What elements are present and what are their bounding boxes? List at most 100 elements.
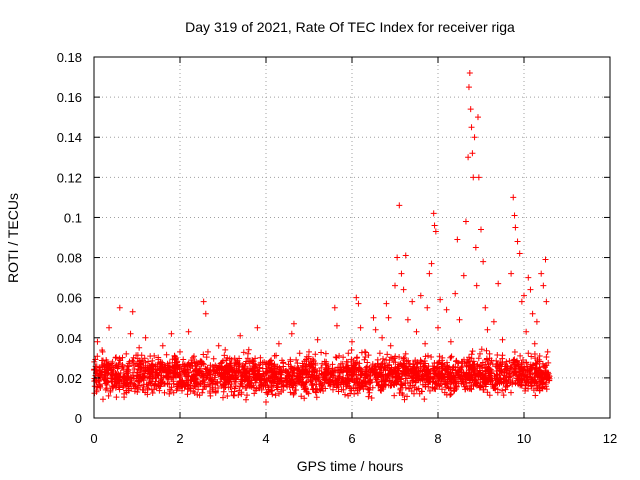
- data-point: [484, 326, 491, 333]
- data-point: [114, 378, 121, 385]
- data-point: [521, 292, 527, 299]
- data-point: [267, 374, 274, 381]
- data-point: [349, 338, 355, 345]
- data-point: [265, 360, 272, 367]
- data-point: [220, 372, 226, 379]
- data-point: [413, 328, 420, 335]
- data-point: [529, 310, 536, 317]
- data-point: [278, 388, 285, 395]
- data-point: [101, 372, 108, 379]
- data-point: [142, 334, 149, 341]
- data-point: [454, 236, 461, 243]
- y-tick-label: 0.1: [64, 210, 82, 225]
- data-point: [465, 154, 472, 161]
- scatter-cloud-marks: [91, 346, 553, 403]
- data-point: [383, 300, 390, 307]
- data-point: [495, 280, 502, 287]
- data-point: [116, 304, 123, 311]
- data-point: [431, 222, 438, 229]
- data-point: [232, 378, 239, 385]
- data-point: [151, 352, 158, 359]
- data-point: [306, 348, 312, 355]
- data-point: [518, 298, 525, 305]
- data-point: [466, 70, 473, 77]
- data-point: [103, 358, 110, 365]
- data-point: [185, 328, 192, 335]
- data-point: [293, 356, 300, 363]
- data-point: [389, 378, 396, 385]
- data-point: [168, 330, 175, 337]
- y-tick-label: 0.14: [57, 130, 82, 145]
- data-point: [456, 316, 463, 323]
- data-point: [474, 114, 481, 121]
- data-point: [366, 372, 373, 379]
- data-point: [211, 366, 218, 373]
- data-point: [428, 260, 435, 267]
- data-point: [469, 150, 476, 157]
- data-point: [129, 308, 136, 315]
- data-point: [543, 298, 550, 305]
- data-point: [400, 286, 407, 293]
- data-point: [189, 354, 196, 361]
- data-point: [443, 306, 450, 313]
- data-point: [437, 296, 444, 303]
- data-point: [394, 254, 401, 261]
- data-point: [478, 226, 484, 233]
- x-axis-ticks: 0 2 4 6 8 10 12: [90, 57, 617, 446]
- data-point: [127, 330, 134, 337]
- data-point: [470, 174, 477, 181]
- data-point: [361, 348, 368, 355]
- data-point: [155, 380, 162, 387]
- data-point: [516, 250, 523, 257]
- y-tick-label: 0.08: [57, 251, 82, 266]
- data-point: [545, 372, 552, 379]
- x-axis-label: GPS time / hours: [297, 458, 404, 474]
- data-point: [263, 398, 269, 405]
- data-point: [194, 376, 201, 383]
- x-tick-label: 6: [348, 431, 355, 446]
- data-point: [503, 362, 510, 369]
- data-point: [112, 354, 119, 361]
- data-point: [258, 386, 265, 393]
- data-point: [392, 282, 398, 289]
- data-point: [490, 318, 497, 325]
- data-point: [353, 294, 360, 301]
- data-point: [531, 340, 538, 347]
- data-point: [344, 362, 351, 369]
- data-point: [538, 270, 545, 277]
- data-point: [297, 374, 304, 381]
- x-tick-label: 8: [434, 431, 441, 446]
- data-point: [118, 364, 125, 371]
- data-point: [430, 210, 437, 217]
- data-point: [146, 368, 153, 375]
- data-point: [439, 354, 446, 361]
- data-point: [333, 322, 340, 329]
- data-point: [398, 270, 405, 277]
- data-point: [508, 270, 515, 277]
- data-point: [468, 124, 475, 131]
- data-point: [166, 390, 173, 397]
- data-point: [245, 346, 252, 353]
- data-point: [157, 358, 164, 365]
- data-point: [159, 342, 166, 349]
- data-point: [202, 310, 209, 317]
- data-point: [542, 256, 549, 263]
- data-point: [525, 274, 532, 281]
- data-point: [179, 378, 186, 385]
- data-point: [107, 388, 114, 395]
- data-point: [426, 270, 433, 277]
- data-point: [198, 360, 205, 367]
- data-point: [486, 350, 493, 357]
- data-point: [409, 298, 416, 305]
- data-point: [514, 238, 521, 245]
- data-point: [323, 358, 330, 365]
- data-point: [372, 326, 379, 333]
- data-point: [473, 282, 480, 289]
- data-point: [280, 366, 287, 373]
- dense-scatter-cloud: [91, 346, 553, 403]
- data-point: [310, 364, 317, 371]
- data-point: [467, 106, 474, 113]
- data-point: [404, 316, 411, 323]
- data-point: [228, 356, 235, 363]
- data-point: [536, 356, 543, 363]
